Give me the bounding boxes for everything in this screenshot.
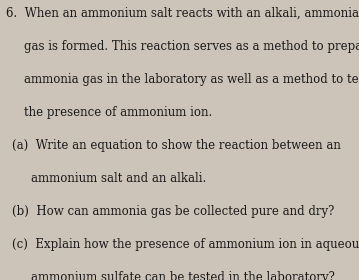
Text: gas is formed. This reaction serves as a method to prepare: gas is formed. This reaction serves as a… xyxy=(24,40,359,53)
Text: (a)  Write an equation to show the reaction between an: (a) Write an equation to show the reacti… xyxy=(12,139,341,152)
Text: (b)  How can ammonia gas be collected pure and dry?: (b) How can ammonia gas be collected pur… xyxy=(12,205,334,218)
Text: ammonium sulfate can be tested in the laboratory?: ammonium sulfate can be tested in the la… xyxy=(31,271,335,280)
Text: (c)  Explain how the presence of ammonium ion in aqueous: (c) Explain how the presence of ammonium… xyxy=(12,238,359,251)
Text: 6.  When an ammonium salt reacts with an alkali, ammonia: 6. When an ammonium salt reacts with an … xyxy=(6,7,359,20)
Text: the presence of ammonium ion.: the presence of ammonium ion. xyxy=(24,106,212,119)
Text: ammonia gas in the laboratory as well as a method to test for: ammonia gas in the laboratory as well as… xyxy=(24,73,359,86)
Text: ammonium salt and an alkali.: ammonium salt and an alkali. xyxy=(31,172,206,185)
